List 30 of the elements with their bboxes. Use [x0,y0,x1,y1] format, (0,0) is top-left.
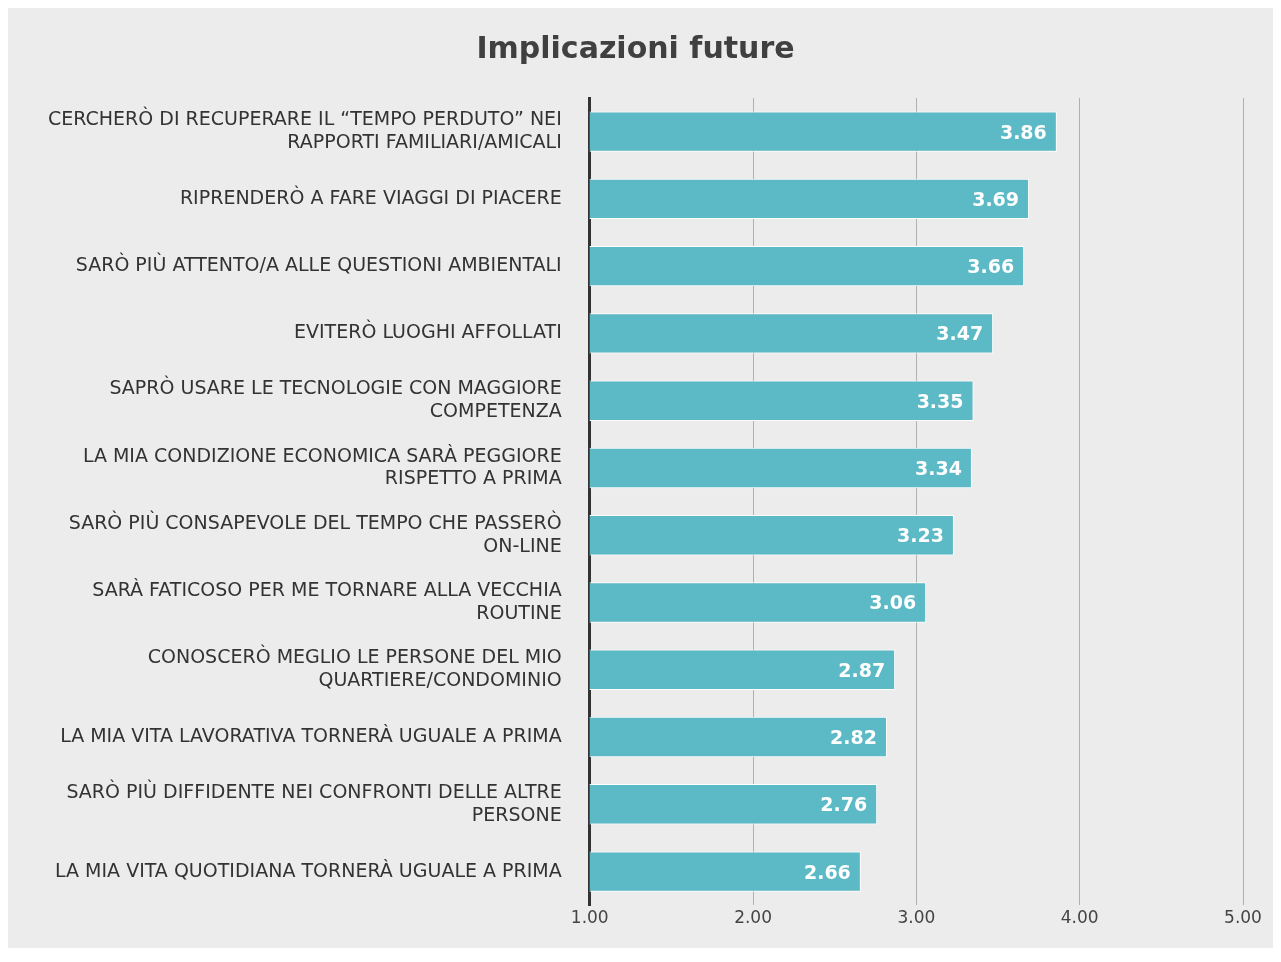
y-tick-label: CONOSCERÒ MEGLIO LE PERSONE DEL MIO QUARTIERE/CONDOMINIO [147,644,562,691]
data-label: 3.23 [897,524,944,547]
y-tick-label: RIPRENDERÒ A FARE VIAGGI DI PIACERE [179,184,562,208]
y-tick-label: EVITERÒ LUOGHI AFFOLLATI [294,319,562,343]
data-label: 3.34 [915,456,962,479]
data-label: 3.66 [967,255,1015,278]
y-tick-label: SARÀ FATICOSO PER ME TORNARE ALLA VECCHIA ROUTINE [92,578,562,623]
data-label: 3.06 [869,591,917,614]
data-label: 3.47 [936,322,984,345]
data-label: 3.69 [972,187,1020,210]
y-tick-label: LA MIA CONDIZIONE ECONOMICA SARÀ PEGGIORE RISPETTO A PRIMA [82,443,562,489]
chart-title: Implicazioni future [476,29,795,65]
data-label: 2.76 [820,793,868,816]
data-label: 2.82 [830,725,877,748]
y-tick-label: SARÒ PIÙ DIFFIDENTE NEI CONFRONTI DELLE ALTRE PERSONE [66,778,562,825]
x-tick-label: 1.00 [570,906,609,927]
y-tick-label: SARÒ PIÙ CONSAPEVOLE DEL TEMPO CHE PASSERÒ ON-LINE [68,509,562,556]
x-tick-label: 3.00 [897,906,936,927]
y-tick-label: LA MIA VITA LAVORATIVA TORNERÀ UGUALE A PRIMA [60,723,562,746]
y-tick-label: LA MIA VITA QUOTIDIANA TORNERÀ UGUALE A PRIMA [55,858,562,881]
y-tick-label: CERCHERÒ DI RECUPERARE IL “TEMPO PERDUTO” NEI RAPPORTI FAMILIARI/AMICALI [48,106,562,152]
data-label: 3.35 [916,389,964,412]
y-tick-label: SARÒ PIÙ ATTENTO/A ALLE QUESTIONI AMBIENTALI [75,252,562,276]
data-label: 2.87 [838,658,886,681]
data-label: 3.86 [999,120,1047,143]
x-tick-label: 2.00 [734,906,772,927]
data-label: 2.66 [803,860,851,883]
x-tick-label: 5.00 [1224,906,1262,927]
y-tick-label: SAPRÒ USARE LE TECNOLOGIE CON MAGGIORE COMPETENZA [109,375,562,422]
x-tick-label: 4.00 [1060,906,1099,927]
